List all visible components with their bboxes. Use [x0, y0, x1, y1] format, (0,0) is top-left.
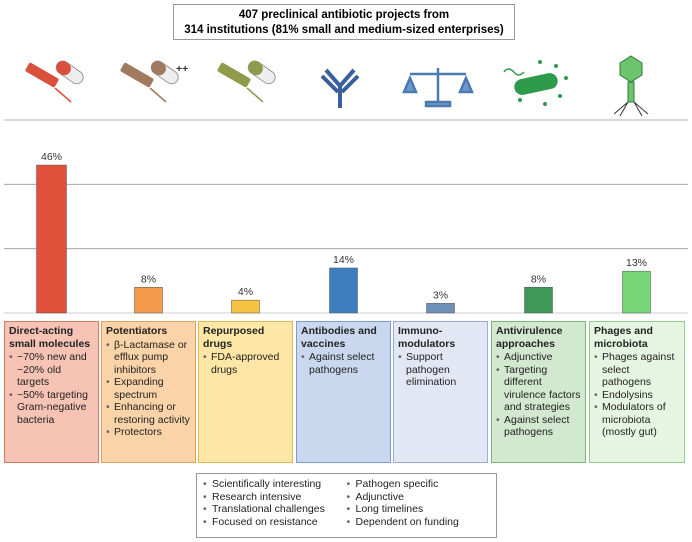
value-label: 8% [531, 273, 546, 285]
bullet-item: Adjunctive [496, 351, 581, 364]
category-label: Potentiators [106, 325, 168, 337]
value-label: 14% [333, 254, 354, 266]
icon-bacterium [503, 60, 568, 106]
bar [524, 287, 553, 314]
bar [329, 267, 358, 314]
category-box: Antibodies and vaccinesAgainst select pa… [296, 321, 391, 463]
icon-antibody [320, 68, 360, 108]
bullet-item: FDA-approved drugs [203, 351, 288, 376]
category-label: Antivirulence approaches [496, 325, 563, 350]
category-label: Antibodies and vaccines [301, 325, 377, 350]
title-box: 407 preclinical antibiotic projects from… [173, 4, 515, 40]
bar [36, 164, 67, 314]
category-box: Repurposed drugsFDA-approved drugs [198, 321, 293, 463]
bullet-item: β-Lactamase or efflux pump inhibitors [106, 339, 191, 377]
notes-column: Scientifically interestingResearch inten… [203, 478, 347, 533]
bullet-item: Expanding spectrum [106, 376, 191, 401]
bullet-item: Targeting different virulence factors an… [496, 364, 581, 414]
note-item: Pathogen specific [347, 478, 491, 491]
note-item: Adjunctive [347, 491, 491, 504]
title-line: 407 preclinical antibiotic projects from [238, 9, 450, 21]
bullet-item: Protectors [106, 426, 191, 439]
category-label: Phages and microbiota [594, 325, 653, 350]
bar [426, 303, 455, 314]
value-label: 8% [141, 273, 156, 285]
bullet-item: Enhancing or restoring activity [106, 401, 191, 426]
bar [134, 287, 163, 314]
icon-syringe-pill [217, 60, 276, 103]
category-box: Potentiators β-Lactamase or efflux pump i… [101, 321, 196, 463]
note-item: Focused on resistance [203, 516, 347, 529]
bullet-item: Modulators of microbiota (mostly gut) [594, 401, 680, 439]
icon-scale [402, 68, 474, 108]
category-box: Direct-acting small molecules~70% new an… [4, 321, 99, 463]
notes-column: Pathogen specificAdjunctiveLong timeline… [347, 478, 491, 533]
icon-syringe-pill [120, 60, 179, 103]
bullet-item: ~70% new and ~20% old targets [9, 351, 94, 389]
chart: ++ 46% 8% 4% 14% 3% 8% 13% [4, 55, 688, 314]
value-label: 46% [41, 151, 62, 163]
bullet-item: Against select pathogens [301, 351, 386, 376]
bullet-item: Endolysins [594, 389, 680, 402]
bar [622, 270, 651, 314]
note-item: Research intensive [203, 491, 347, 504]
bar [231, 299, 260, 314]
note-item: Dependent on funding [347, 516, 491, 529]
note-item: Translational challenges [203, 503, 347, 516]
note-item: Long timelines [347, 503, 491, 516]
value-label: 13% [626, 257, 647, 269]
category-label: Repurposed drugs [203, 325, 265, 350]
category-label: Immuno-modulators [398, 325, 456, 350]
icon-label: ++ [176, 63, 188, 75]
value-label: 3% [433, 289, 448, 301]
bullet-item: Phages against select pathogens [594, 351, 680, 389]
bullet-item: Against select pathogens [496, 414, 581, 439]
bullet-item: ~50% targeting Gram-negative bacteria [9, 389, 94, 427]
title-line: 314 institutions (81% small and medium-s… [184, 24, 504, 36]
category-box: Phages and microbiotaPhages against sele… [589, 321, 685, 463]
icon-syringe-pill [25, 60, 84, 103]
notes-box: Scientifically interestingResearch inten… [196, 473, 497, 538]
value-label: 4% [238, 286, 253, 298]
note-item: Scientifically interesting [203, 478, 347, 491]
icon-phage [613, 55, 649, 117]
category-box: Antivirulence approachesAdjunctiveTarget… [491, 321, 586, 463]
bullet-item: Support pathogen elimination [398, 351, 483, 389]
category-box: Immuno-modulatorsSupport pathogen elimin… [393, 321, 488, 463]
category-label: Direct-acting small molecules [9, 325, 91, 350]
